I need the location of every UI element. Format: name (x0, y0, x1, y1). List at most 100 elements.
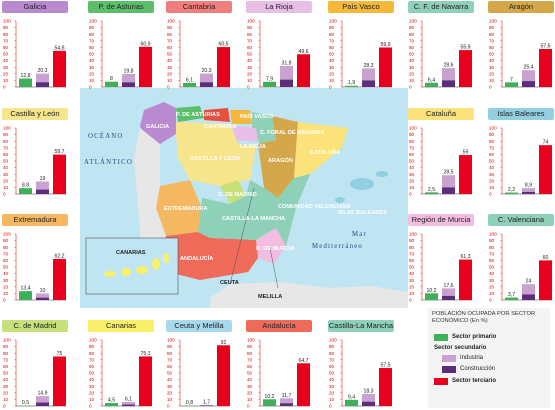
chart-panel: Región de Murcia 100 90 80 70 60 50 40 30 20 10 0 10… (408, 214, 474, 304)
y-tick-label: 20 (89, 390, 95, 395)
y-tick-label: 10 (3, 397, 9, 402)
y-tick-label: 80 (89, 32, 95, 37)
y-tick-label: 60 (409, 258, 415, 263)
y-tick-label: 40 (247, 377, 253, 382)
bar-industria (122, 401, 135, 406)
y-tick-label: 40 (3, 165, 9, 170)
canarias-island (104, 271, 116, 277)
data-label: 55,9 (460, 45, 470, 51)
data-label: 9,4 (348, 394, 355, 400)
y-tick-label: 40 (329, 58, 335, 63)
y-tick-label: 100 (89, 338, 97, 343)
y-tick-label: 30 (3, 384, 9, 389)
map-label-castilla-leon: CASTILLA Y LEÓN (190, 154, 240, 162)
bar-sector-terciario (53, 258, 66, 300)
legend-label-secundario: Sector secundario (434, 345, 487, 351)
y-tick-label: 30 (329, 384, 335, 389)
bar-sector-primario (425, 82, 438, 87)
y-tick-label: 0 (167, 404, 170, 409)
y-tick-label: 30 (409, 172, 415, 177)
y-tick-label: 20 (489, 178, 495, 183)
y-tick-label: 70 (89, 38, 95, 43)
region-extremadura (156, 180, 202, 236)
y-tick-label: 30 (489, 65, 495, 70)
y-tick-label: 40 (409, 58, 415, 63)
y-tick-label: 20 (3, 71, 9, 76)
y-tick-label: 60 (89, 364, 95, 369)
region-madrid (220, 180, 246, 204)
y-tick-label: 10 (329, 397, 335, 402)
y-tick-label: 10 (489, 185, 495, 190)
y-tick-label: 10 (89, 78, 95, 83)
y-tick-label: 90 (489, 25, 495, 30)
y-tick-label: 80 (329, 351, 335, 356)
y-tick-label: 60 (489, 152, 495, 157)
y-tick-label: 90 (3, 238, 9, 243)
y-tick-label: 100 (409, 19, 417, 24)
bar-sector-primario (105, 81, 118, 87)
bar-sector-primario (263, 81, 276, 87)
spain-map: GALICIA P. DE ASTURIAS CANTABRIA PAÍS VA… (80, 88, 408, 308)
y-tick-label: 50 (167, 52, 173, 57)
bar-construccion (36, 82, 49, 87)
legend-swatch-construccion (442, 366, 456, 373)
chart-panel: Castilla y León 100 90 80 70 60 50 40 30 20 10 0 8,8… (2, 108, 68, 198)
y-tick-label: 10 (409, 185, 415, 190)
bar-construccion (362, 401, 375, 406)
y-tick-label: 100 (3, 338, 11, 343)
bar-sector-primario (345, 399, 358, 406)
bar-construccion (362, 80, 375, 87)
y-tick-label: 100 (167, 338, 175, 343)
region-la-rioja (232, 126, 258, 142)
y-tick-label: 80 (247, 351, 253, 356)
data-label: 13,4 (20, 286, 30, 292)
y-tick-label: 40 (3, 377, 9, 382)
bar-sector-primario (183, 82, 196, 87)
y-tick-label: 80 (409, 139, 415, 144)
data-label: 57,6 (540, 43, 550, 49)
map-sea-mediterraneo: Mediterráneo (312, 243, 363, 250)
y-tick-label: 20 (167, 390, 173, 395)
y-tick-label: 100 (3, 126, 11, 131)
data-label: 57,5 (380, 363, 390, 369)
bar-sector-terciario (139, 46, 152, 87)
region-castilla-leon (176, 122, 256, 186)
y-tick-label: 20 (489, 71, 495, 76)
y-tick-label: 90 (329, 344, 335, 349)
y-tick-label: 50 (409, 265, 415, 270)
y-tick-label: 60 (3, 258, 9, 263)
y-tick-label: 70 (3, 38, 9, 43)
y-tick-label: 0 (3, 192, 6, 197)
y-tick-label: 60 (167, 364, 173, 369)
legend-label-industria: Industria (460, 355, 484, 361)
data-label: 20,3 (37, 68, 47, 74)
bar-sector-terciario (53, 356, 66, 406)
chart-panel-title: Cataluña (408, 108, 474, 120)
y-tick-label: 10 (409, 291, 415, 296)
data-label: 11,7 (282, 393, 292, 399)
chart-panel: C. Valenciana 100 90 80 70 60 50 40 30 20 10 0 3,7 24… (488, 214, 554, 304)
data-label: 7,9 (266, 76, 273, 82)
y-tick-label: 30 (3, 172, 9, 177)
bar-construccion (122, 82, 135, 87)
y-tick-label: 60 (247, 45, 253, 50)
y-tick-label: 20 (89, 71, 95, 76)
data-label: 0,5 (22, 400, 29, 406)
y-tick-label: 80 (409, 32, 415, 37)
y-tick-label: 50 (489, 159, 495, 164)
data-label: 28,5 (443, 170, 453, 176)
y-tick-label: 40 (3, 271, 9, 276)
y-tick-label: 20 (409, 178, 415, 183)
chart-panel-title: Ceuta y Melilla (166, 320, 232, 332)
y-tick-label: 70 (489, 145, 495, 150)
chart-panel-title: Castilla-La Mancha (328, 320, 394, 332)
y-tick-label: 60 (409, 45, 415, 50)
region-pais-vasco (230, 110, 252, 124)
data-label: 1,7 (203, 399, 210, 405)
y-tick-label: 40 (89, 377, 95, 382)
y-tick-label: 80 (489, 139, 495, 144)
y-tick-label: 80 (3, 139, 9, 144)
region-galicia (140, 102, 176, 144)
